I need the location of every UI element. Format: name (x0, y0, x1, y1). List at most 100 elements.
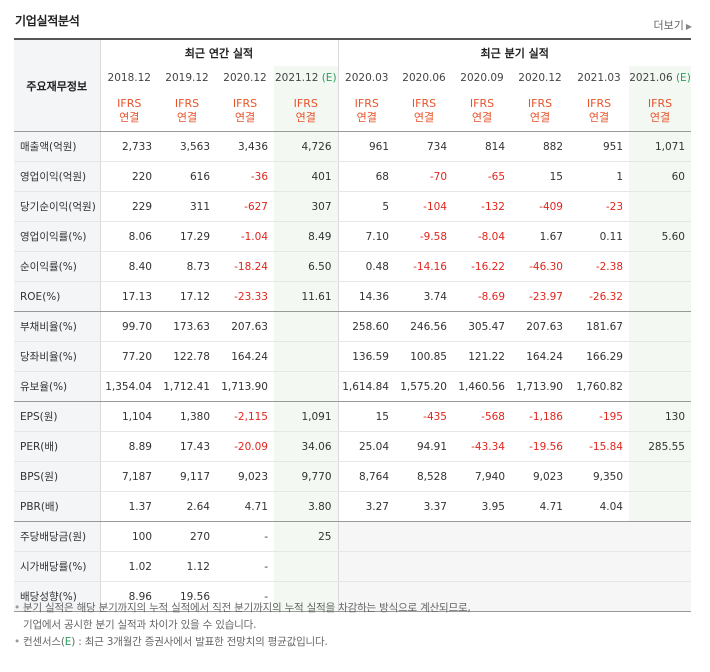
row-label: 부채비율(%) (14, 311, 101, 342)
table-cell: -1,186 (511, 401, 569, 432)
table-cell: 3.37 (395, 491, 453, 522)
table-cell: 1 (569, 161, 629, 192)
table-cell: 100 (100, 521, 158, 552)
table-cell: 17.12 (158, 281, 216, 312)
table-cell: 307 (274, 191, 339, 222)
table-cell: -46.30 (511, 251, 569, 282)
table-cell: 305.47 (453, 311, 511, 342)
estimate-mark: (E) (318, 72, 337, 84)
table-cell (395, 551, 453, 582)
table-cell (453, 551, 511, 582)
bullet-icon: • (14, 602, 20, 614)
table-cell: 100.85 (395, 341, 453, 372)
table-cell (629, 311, 691, 342)
table-cell: 1,460.56 (453, 371, 511, 402)
row-label: 영업이익(억원) (14, 161, 101, 192)
estimate-mark: (E) (672, 72, 691, 84)
row-label: 당좌비율(%) (14, 341, 101, 372)
table-cell: 3.80 (274, 491, 339, 522)
table-cell: 9,770 (274, 461, 339, 492)
table-row: PER(배) 8.89 17.43 -20.09 34.06 25.04 94.91 -43.… (14, 431, 691, 462)
table-cell: - (216, 521, 274, 552)
table-row: 부채비율(%) 99.70 173.63 207.63 258.60 246.56 305.… (14, 311, 691, 342)
table-cell: 0.11 (569, 221, 629, 252)
period-header: 2021.03 (577, 72, 621, 84)
period-header: 2021.06 (E) (629, 66, 691, 90)
table-cell (569, 521, 629, 552)
table-cell: 25 (274, 521, 339, 552)
table-cell: 5 (338, 191, 395, 222)
table-cell: 122.78 (158, 341, 216, 372)
footnote-1-cont: 기업에서 공시한 분기 실적과 차이가 있을 수 있습니다. (23, 619, 257, 631)
footnote-2: • 컨센서스(E) : 최근 3개월간 증권사에서 발표한 전망치의 평균값입니다… (14, 636, 328, 648)
table-cell (511, 551, 569, 582)
period-header: 2018.12 (107, 72, 151, 84)
table-cell: 6.50 (274, 251, 339, 282)
table-cell: -104 (395, 191, 453, 222)
basis-header: IFRS 연결 (569, 90, 629, 132)
period-header: 2021.12 (E) (274, 66, 339, 90)
table-cell (338, 521, 395, 552)
table-cell (274, 551, 339, 582)
table-cell: 1,071 (629, 131, 691, 162)
table-cell (274, 581, 339, 612)
table-cell (629, 341, 691, 372)
table-cell: 7,187 (100, 461, 158, 492)
table-cell: 17.29 (158, 221, 216, 252)
table-cell: 68 (338, 161, 395, 192)
table-cell: 220 (100, 161, 158, 192)
table-cell: 2.64 (158, 491, 216, 522)
table-cell: 1,614.84 (338, 371, 395, 402)
quarter-group-header: 최근 분기 실적 (338, 38, 691, 66)
table-cell: - (216, 551, 274, 582)
table-row: 매출액(억원) 2,733 3,563 3,436 4,726 961 734 814 882 9… (14, 131, 691, 162)
table-cell: -16.22 (453, 251, 511, 282)
more-link[interactable]: 더보기 ▶ (653, 17, 692, 33)
table-row: 영업이익률(%) 8.06 17.29 -1.04 8.49 7.10 -9.58 -8.04… (14, 221, 691, 252)
table-cell: 1.02 (100, 551, 158, 582)
table-cell: -43.34 (453, 431, 511, 462)
table-cell: 4,726 (274, 131, 339, 162)
table-cell: 1,575.20 (395, 371, 453, 402)
row-label: 주당배당금(원) (14, 521, 101, 552)
row-label: PBR(배) (14, 491, 101, 522)
table-cell: 14.36 (338, 281, 395, 312)
more-link-label: 더보기 (653, 19, 684, 32)
table-cell (629, 281, 691, 312)
table-cell: 7.10 (338, 221, 395, 252)
table-cell: 77.20 (100, 341, 158, 372)
section-title: 기업실적분석 (15, 14, 80, 28)
table-cell: 164.24 (511, 341, 569, 372)
table-cell: 181.67 (569, 311, 629, 342)
table-cell: 8.06 (100, 221, 158, 252)
table-row: 당좌비율(%) 77.20 122.78 164.24 136.59 100.85 121.… (14, 341, 691, 372)
table-cell: 3.95 (453, 491, 511, 522)
table-cell: -23.33 (216, 281, 274, 312)
table-cell: 3.74 (395, 281, 453, 312)
table-cell: -36 (216, 161, 274, 192)
table-cell: 15 (338, 401, 395, 432)
table-cell: -627 (216, 191, 274, 222)
table-cell: 270 (158, 521, 216, 552)
table-cell: 15 (511, 161, 569, 192)
table-cell: 1.37 (100, 491, 158, 522)
table-cell: -435 (395, 401, 453, 432)
table-cell: -23 (569, 191, 629, 222)
row-label: 시가배당률(%) (14, 551, 101, 582)
table-cell: 1,760.82 (569, 371, 629, 402)
period-header: 2020.06 (402, 72, 446, 84)
basis-header: IFRS 연결 (158, 90, 216, 132)
table-cell: 9,117 (158, 461, 216, 492)
row-label: BPS(원) (14, 461, 101, 492)
table-cell: 9,350 (569, 461, 629, 492)
table-row: EPS(원) 1,104 1,380 -2,115 1,091 15 -435 -568 -1,… (14, 401, 691, 432)
table-cell: 1,713.90 (216, 371, 274, 402)
footnotes: • 분기 실적은 해당 분기까지의 누적 실적에서 직전 분기까지의 누적 실적을… (14, 600, 471, 651)
row-label: 순이익률(%) (14, 251, 101, 282)
table-cell: 8,764 (338, 461, 395, 492)
table-cell: 1,354.04 (100, 371, 158, 402)
table-cell: 166.29 (569, 341, 629, 372)
table-cell: 19.56 (158, 581, 216, 612)
table-cell: -8.69 (453, 281, 511, 312)
basis-header: IFRS 연결 (453, 90, 511, 132)
